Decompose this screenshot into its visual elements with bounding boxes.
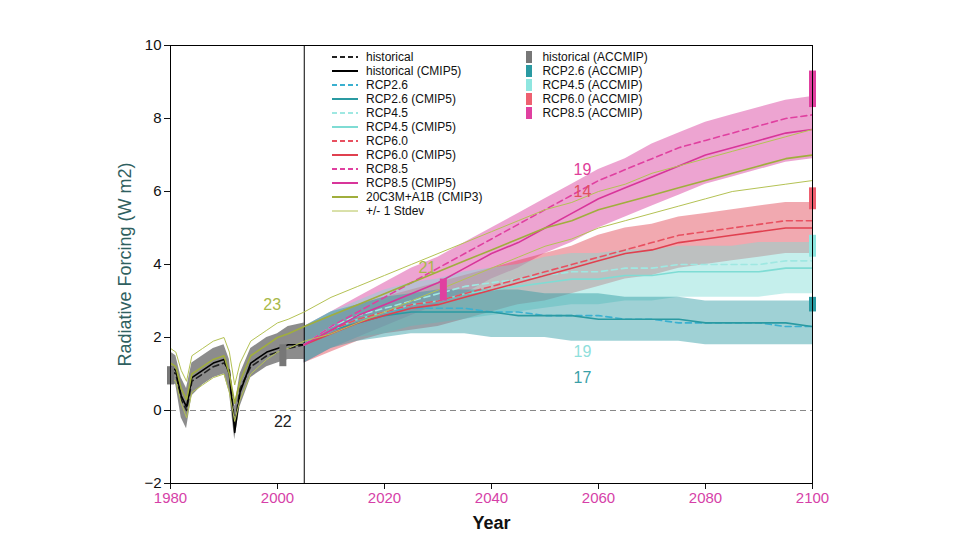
svg-text:0: 0 [153,401,161,418]
html-text:RCP6.0 (ACCMIP): RCP6.0 (ACCMIP) [542,92,643,106]
html-text:RCP4.5 (CMIP5): RCP4.5 (CMIP5) [366,120,456,134]
html-text:RCP8.5 (ACCMIP): RCP8.5 (ACCMIP) [542,106,643,120]
svg-text:2040: 2040 [475,489,508,506]
svg-text:19: 19 [574,161,592,178]
svg-text:−2: −2 [144,474,162,492]
svg-text:4: 4 [153,255,161,272]
html-text:historical: historical [366,50,414,64]
svg-text:21: 21 [418,259,436,276]
svg-text:6: 6 [153,182,161,199]
html-text:RCP8.5 (CMIP5): RCP8.5 (CMIP5) [366,176,456,190]
svg-text:2080: 2080 [689,489,722,506]
html-text:RCP6.0 (CMIP5): RCP6.0 (CMIP5) [366,148,456,162]
svg-text:23: 23 [263,296,281,313]
svg-text:2100: 2100 [796,489,829,506]
svg-text:22: 22 [274,413,292,430]
html-text:RCP2.6: RCP2.6 [366,78,408,92]
svg-text:2: 2 [153,328,161,345]
html-text:RCP6.0: RCP6.0 [366,134,408,148]
html-text:20C3M+A1B (CMIP3): 20C3M+A1B (CMIP3) [366,190,483,204]
svg-text:1980: 1980 [154,489,187,506]
html-text:historical (ACCMIP): historical (ACCMIP) [542,50,648,64]
html-text:RCP2.6 (ACCMIP): RCP2.6 (ACCMIP) [542,64,643,78]
svg-text:8: 8 [153,109,161,126]
html-text:historical (CMIP5): historical (CMIP5) [366,64,462,78]
svg-text:14: 14 [574,183,592,200]
svg-text:2060: 2060 [582,489,615,506]
svg-text:2000: 2000 [261,489,294,506]
svg-text:Year: Year [472,513,510,533]
html-text:RCP4.5 (ACCMIP): RCP4.5 (ACCMIP) [542,78,643,92]
svg-text:2020: 2020 [368,489,401,506]
html-text:RCP4.5: RCP4.5 [366,106,408,120]
svg-text:17: 17 [574,369,592,386]
html-text:+/- 1 Stdev: +/- 1 Stdev [366,204,425,218]
html-text:RCP2.6 (CMIP5): RCP2.6 (CMIP5) [366,92,456,106]
svg-text:Radiative Forcing (W m2): Radiative Forcing (W m2) [115,162,135,366]
svg-text:19: 19 [574,343,592,360]
html-text:RCP8.5: RCP8.5 [366,162,408,176]
svg-text:10: 10 [145,36,162,53]
